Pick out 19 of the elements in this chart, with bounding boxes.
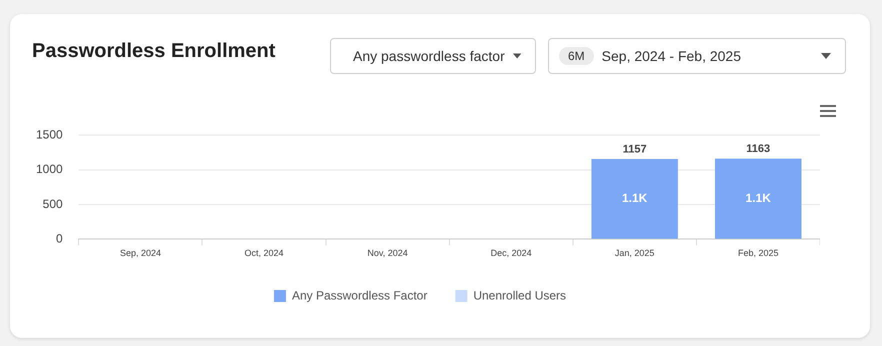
total-label: 1157 [622, 144, 647, 156]
y-tick-label: 0 [56, 232, 64, 246]
x-tick-label: Sep, 2024 [120, 248, 161, 258]
date-range-picker: 6M Sep, 2024 - Feb, 2025 [548, 38, 846, 74]
x-tick-label: Oct, 2024 [244, 248, 284, 258]
chart-title: Passwordless Enrollment [32, 40, 276, 63]
annotation: 1.1K [622, 191, 648, 206]
factor-dropdown: Any passwordless factor [330, 38, 536, 74]
legend-label: Any Passwordless Factor [292, 288, 428, 302]
annotation: 1.1K [746, 190, 772, 205]
x-tick-label: Jan, 2025 [614, 248, 654, 258]
x-tick-label: Feb, 2025 [738, 248, 778, 258]
total-label: 1163 [746, 143, 770, 156]
x-tick-label: Dec, 2024 [490, 248, 532, 258]
y-tick-label: 500 [42, 196, 64, 211]
legend-label: Unenrolled Users [473, 288, 566, 302]
x-tick-label: Nov, 2024 [367, 248, 408, 258]
y-tick-label: 1500 [36, 128, 64, 142]
y-tick-label: 1000 [36, 162, 64, 176]
